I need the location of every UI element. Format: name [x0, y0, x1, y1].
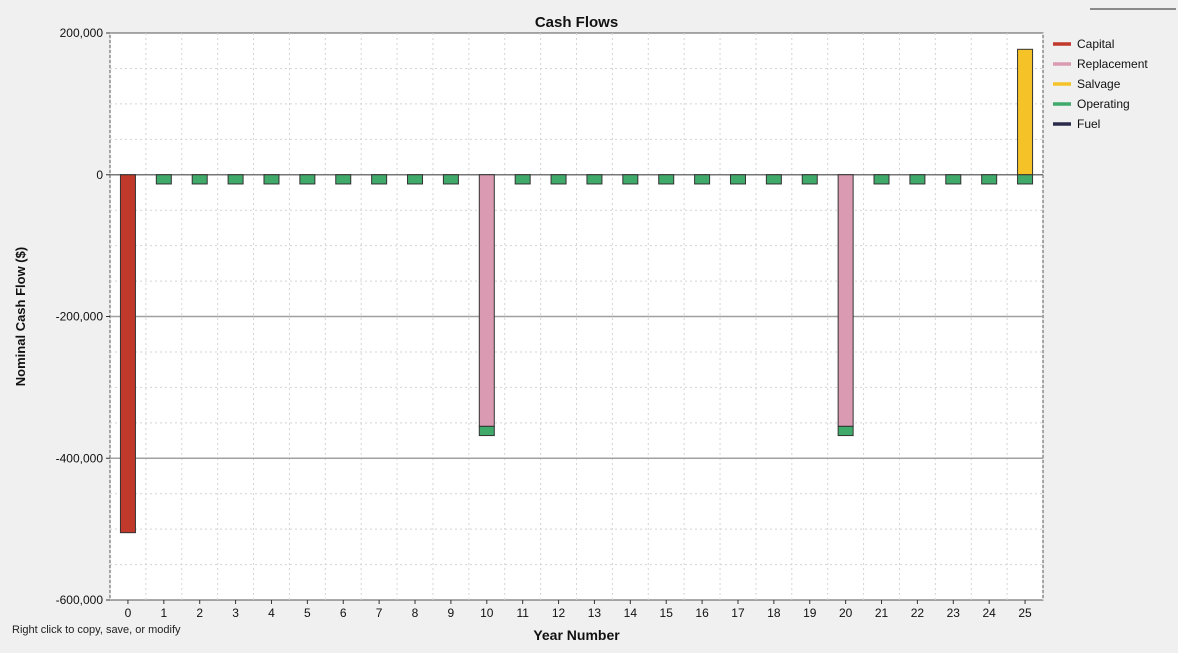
- x-tick-label: 7: [376, 606, 383, 620]
- legend-label-replacement: Replacement: [1077, 57, 1148, 71]
- bar-operating-year-22: [909, 174, 926, 185]
- bar-operating-year-25: [1017, 174, 1034, 185]
- bar-operating-year-1: [155, 174, 172, 185]
- bar-salvage-year-25: [1017, 48, 1034, 176]
- bar-operating-year-4: [263, 174, 280, 185]
- window-edge-line: [1090, 8, 1176, 10]
- x-tick-label: 11: [516, 606, 529, 620]
- bar-operating-year-3: [227, 174, 244, 185]
- x-tick-label: 12: [552, 606, 566, 620]
- x-tick-label: 24: [982, 606, 996, 620]
- x-tick-label: 25: [1018, 606, 1032, 620]
- x-tick-label: 16: [695, 606, 709, 620]
- y-tick-label: 200,000: [60, 26, 104, 40]
- bar-operating-year-6: [335, 174, 352, 185]
- y-axis-label: Nominal Cash Flow ($): [13, 247, 28, 386]
- x-tick-label: 19: [803, 606, 817, 620]
- x-tick-label: 2: [196, 606, 203, 620]
- bar-replacement-year-20: [837, 174, 854, 427]
- bar-operating-year-11: [514, 174, 531, 185]
- x-tick-label: 14: [624, 606, 638, 620]
- x-tick-label: 8: [412, 606, 419, 620]
- x-tick-label: 9: [448, 606, 455, 620]
- bar-operating-year-2: [191, 174, 208, 185]
- x-tick-label: 22: [911, 606, 925, 620]
- x-tick-label: 6: [340, 606, 347, 620]
- bar-operating-year-13: [586, 174, 603, 185]
- x-tick-label: 13: [588, 606, 602, 620]
- y-tick-label: -200,000: [56, 310, 104, 324]
- x-tick-label: 1: [160, 606, 167, 620]
- legend-label-operating: Operating: [1077, 97, 1130, 111]
- bar-operating-year-9: [442, 174, 459, 185]
- context-menu-hint: Right click to copy, save, or modify: [12, 624, 181, 636]
- bar-operating-year-16: [694, 174, 711, 185]
- bar-operating-year-7: [371, 174, 388, 185]
- x-tick-label: 5: [304, 606, 311, 620]
- x-tick-label: 20: [839, 606, 853, 620]
- y-tick-label: 0: [96, 168, 103, 182]
- x-tick-label: 21: [875, 606, 889, 620]
- bar-operating-year-12: [550, 174, 567, 185]
- x-tick-label: 4: [268, 606, 275, 620]
- x-tick-label: 0: [125, 606, 132, 620]
- x-tick-label: 23: [947, 606, 961, 620]
- bar-operating-year-20: [837, 425, 854, 437]
- bar-operating-year-15: [658, 174, 675, 185]
- chart-title: Cash Flows: [535, 14, 618, 31]
- x-tick-label: 18: [767, 606, 781, 620]
- x-axis-label: Year Number: [533, 627, 620, 643]
- bar-operating-year-19: [801, 174, 818, 185]
- bar-operating-year-10: [478, 425, 495, 437]
- bar-operating-year-8: [407, 174, 424, 185]
- bar-operating-year-17: [729, 174, 746, 185]
- bar-operating-year-18: [765, 174, 782, 185]
- bar-operating-year-24: [981, 174, 998, 185]
- bar-operating-year-21: [873, 174, 890, 185]
- bar-replacement-year-10: [478, 174, 495, 427]
- legend-label-fuel: Fuel: [1077, 117, 1100, 131]
- bar-capital-year-0: [119, 174, 136, 534]
- y-tick-label: -400,000: [56, 451, 104, 465]
- bar-operating-year-14: [622, 174, 639, 185]
- bar-operating-year-5: [299, 174, 316, 185]
- x-tick-label: 17: [731, 606, 745, 620]
- legend-label-salvage: Salvage: [1077, 77, 1121, 91]
- x-tick-label: 10: [480, 606, 494, 620]
- x-tick-label: 15: [660, 606, 674, 620]
- legend-label-capital: Capital: [1077, 37, 1114, 51]
- bar-operating-year-23: [945, 174, 962, 185]
- y-tick-label: -600,000: [56, 593, 104, 607]
- x-tick-label: 3: [232, 606, 239, 620]
